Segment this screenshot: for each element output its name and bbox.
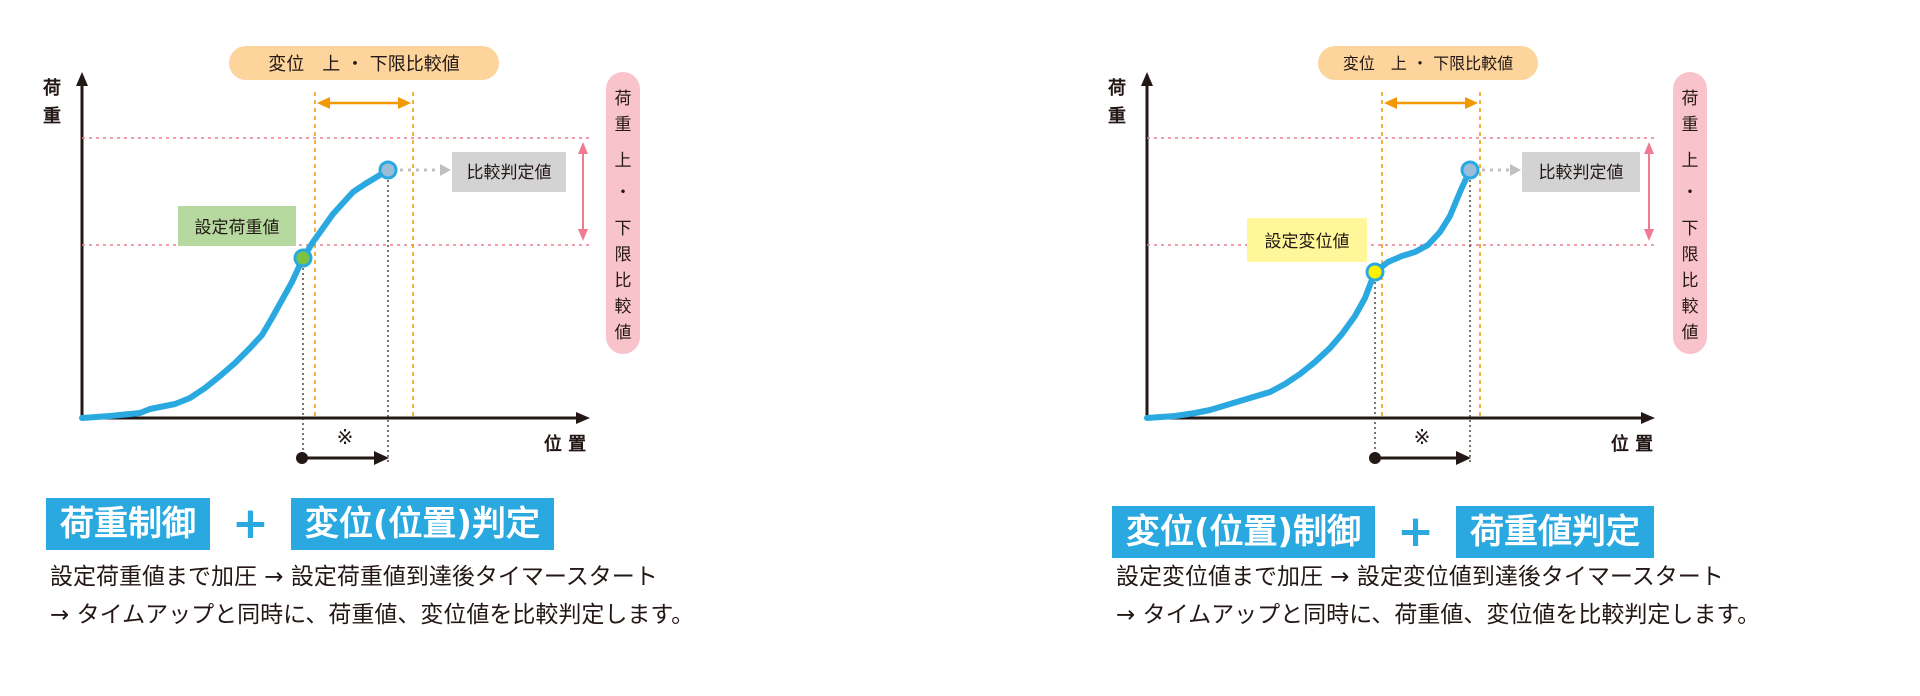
- load-range-char: 上: [615, 151, 632, 171]
- displacement-control-diagram: 荷 重 位 置 変位 上 ・ 下限比較値 荷 重 上 ・ 下 限 比 較 値: [1108, 46, 1707, 465]
- load-range-char: 値: [1682, 323, 1699, 343]
- load-range-char: 限: [1682, 245, 1699, 265]
- load-range-char: 下: [615, 219, 632, 239]
- disp-range-arrow-left: [1384, 97, 1397, 109]
- load-range-char: 比: [1682, 271, 1699, 291]
- load-range-char: 上: [1682, 151, 1699, 171]
- load-range-char: 較: [1682, 297, 1699, 317]
- load-range-char: 荷: [615, 89, 632, 109]
- load-range-char: 重: [1682, 115, 1699, 135]
- setpoint-label: 設定変位値: [1265, 232, 1350, 252]
- timer-mark: ※: [1414, 425, 1431, 449]
- judge-mode-heading: 荷重値判定: [1455, 506, 1654, 558]
- setpoint-label: 設定荷重値: [195, 218, 280, 238]
- judge-mode-heading: 変位(位置)判定: [290, 498, 554, 550]
- load-curve: [79, 167, 391, 421]
- judge-label-box: [452, 152, 566, 192]
- description-line: → タイムアップと同時に、荷重値、変位値を比較判定します。: [1116, 602, 1761, 628]
- judge-pointer-head: [1510, 164, 1521, 176]
- disp-range-pill: [1318, 46, 1538, 80]
- timer-arrow-head: [374, 451, 389, 465]
- description: 設定荷重値まで加圧 → 設定荷重値到達後タイマースタート → タイムアップと同時…: [50, 558, 694, 634]
- heading-row: 荷重制御 + 変位(位置)判定: [46, 498, 554, 550]
- load-range-arrow-bottom: [1644, 229, 1654, 241]
- load-range-char: ・: [1682, 183, 1699, 203]
- judge-label: 比較判定値: [1539, 163, 1624, 183]
- load-control-diagram: 荷 重 位 置 変位 上 ・ 下限比較値 荷 重 上 ・ 下 限 比 較: [43, 46, 640, 465]
- load-range-arrow-bottom: [578, 229, 588, 241]
- load-range-arrow-top: [1644, 142, 1654, 154]
- setpoint-label-box: [178, 206, 296, 246]
- y-axis-arrow: [76, 72, 88, 86]
- disp-range-label: 変位 上 ・ 下限比較値: [268, 54, 459, 75]
- timer-arrow-head: [1456, 451, 1471, 465]
- control-mode-heading: 荷重制御: [46, 498, 210, 550]
- setpoint-dot: [1365, 262, 1385, 282]
- description-line: → タイムアップと同時に、荷重値、変位値を比較判定します。: [50, 602, 695, 628]
- control-mode-heading: 変位(位置)制御: [1112, 506, 1376, 558]
- load-range-pill: [606, 72, 640, 354]
- judge-dot: [378, 160, 398, 180]
- judge-label: 比較判定値: [467, 163, 552, 183]
- description: 設定変位値まで加圧 → 設定変位値到達後タイマースタート → タイムアップと同時…: [1116, 558, 1760, 634]
- load-range-label: 荷 重 上 ・ 下 限 比 較 値: [615, 89, 632, 343]
- load-control-panel: 荷 重 位 置 変位 上 ・ 下限比較値 荷 重 上 ・ 下 限 比 較: [43, 46, 694, 634]
- x-axis-label: 位 置: [1611, 433, 1653, 455]
- x-axis-arrow: [1641, 412, 1655, 424]
- load-range-char: 下: [1682, 219, 1699, 239]
- y-axis-label-2: 重: [43, 105, 61, 127]
- x-axis-arrow: [576, 412, 590, 424]
- description-line: 設定変位値まで加圧 → 設定変位値到達後タイマースタート: [1116, 564, 1724, 590]
- setpoint-dot: [293, 248, 313, 268]
- disp-range-arrow-left: [317, 97, 330, 109]
- load-range-char: 重: [615, 115, 632, 135]
- load-range-label: 荷 重 上 ・ 下 限 比 較 値: [1682, 89, 1699, 343]
- description-line: 設定荷重値まで加圧 → 設定荷重値到達後タイマースタート: [50, 564, 658, 590]
- load-range-arrow-top: [578, 142, 588, 154]
- displacement-control-panel: 荷 重 位 置 変位 上 ・ 下限比較値 荷 重 上 ・ 下 限 比 較 値: [1070, 0, 1920, 696]
- load-range-char: 較: [615, 297, 632, 317]
- load-range-char: 比: [615, 271, 632, 291]
- load-range-char: 値: [615, 323, 632, 343]
- timer-mark: ※: [337, 425, 354, 449]
- judge-dot: [1460, 160, 1480, 180]
- y-axis-label-1: 荷: [1108, 77, 1126, 99]
- disp-range-arrow-right: [398, 97, 411, 109]
- disp-range-arrow-right: [1465, 97, 1478, 109]
- load-range-char: 荷: [1682, 89, 1699, 109]
- load-range-char: 限: [615, 245, 632, 265]
- y-axis-arrow: [1141, 72, 1153, 86]
- plus-sign: +: [232, 498, 269, 549]
- load-range-char: ・: [615, 183, 632, 203]
- displacement-curve: [1144, 167, 1473, 421]
- heading-row: 変位(位置)制御 + 荷重値判定: [1112, 506, 1654, 558]
- judge-label-box: [1522, 152, 1640, 192]
- y-axis-label-1: 荷: [43, 77, 61, 99]
- plus-sign: +: [1397, 506, 1434, 557]
- disp-range-pill: [229, 46, 499, 80]
- y-axis-label-2: 重: [1108, 105, 1126, 127]
- judge-pointer-head: [440, 164, 451, 176]
- disp-range-label: 変位 上 ・ 下限比較値: [1343, 54, 1513, 73]
- setpoint-label-box: [1247, 218, 1367, 262]
- load-range-pill: [1673, 72, 1707, 354]
- x-axis-label: 位 置: [544, 433, 586, 455]
